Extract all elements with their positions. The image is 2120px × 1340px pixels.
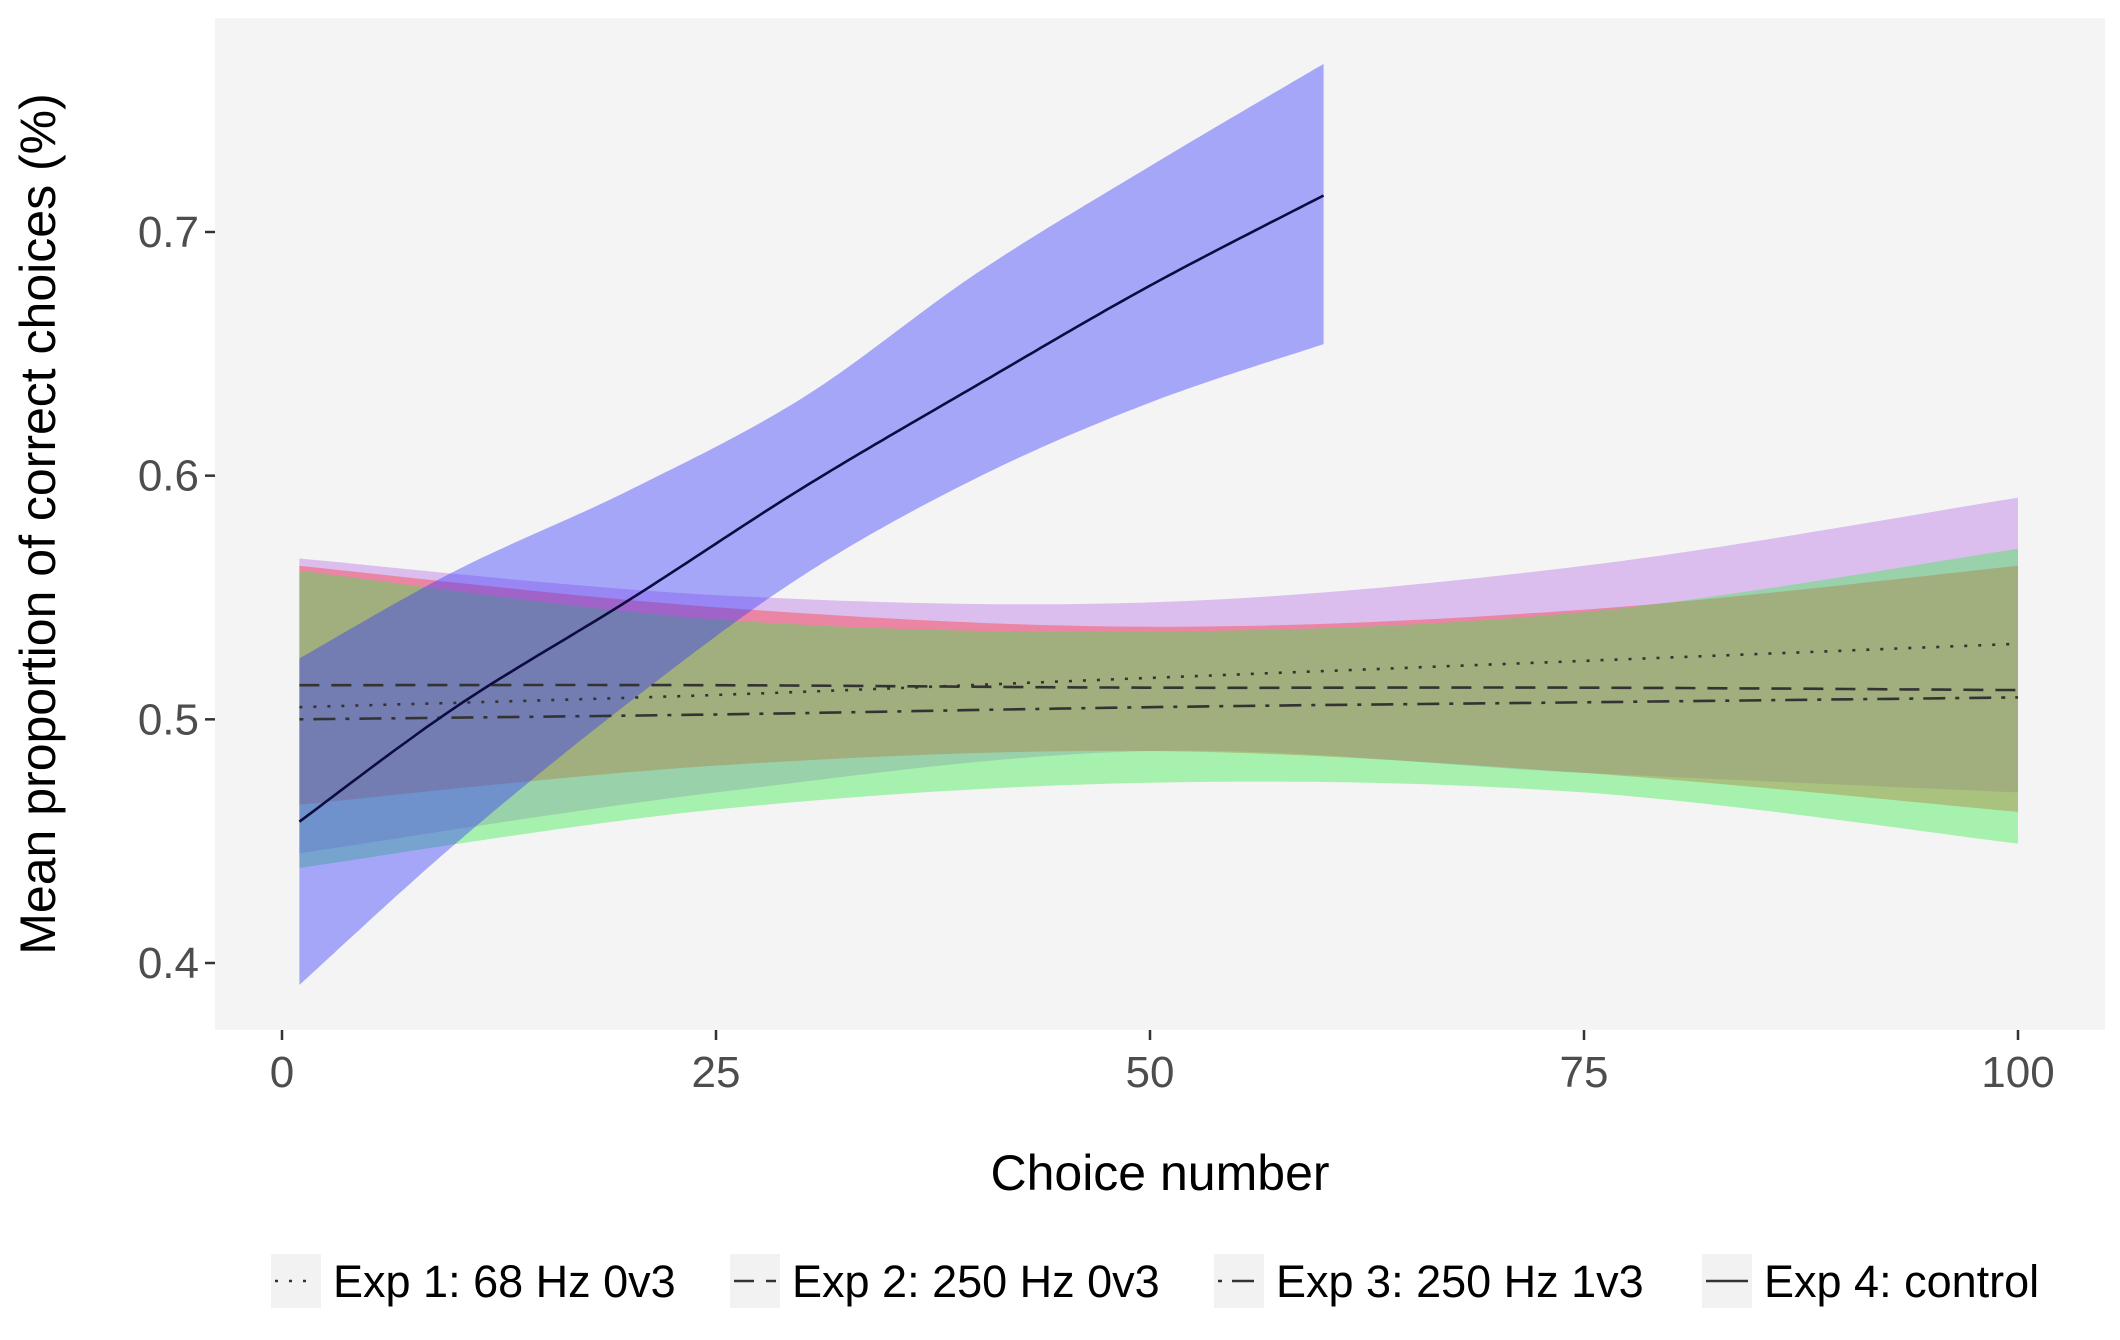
x-axis: 0 25 50 75 100 (270, 1030, 2055, 1097)
y-tick-label: 0.7 (138, 208, 199, 257)
x-tick-label: 25 (692, 1048, 741, 1097)
legend: Exp 1: 68 Hz 0v3 Exp 2: 250 Hz 0v3 Exp 3: … (271, 1254, 2039, 1308)
legend-item-4: Exp 4: control (1702, 1254, 2039, 1308)
panel-background (215, 18, 2105, 1030)
y-axis-title: Mean proportion of correct choices (%) (10, 93, 66, 954)
x-tick-label: 50 (1126, 1048, 1175, 1097)
line-series-3 (299, 696, 2019, 721)
line-series-2 (299, 683, 2019, 692)
y-tick-label: 0.6 (138, 452, 199, 501)
legend-label: Exp 4: control (1764, 1256, 2039, 1307)
line-series-4 (298, 194, 1325, 823)
y-axis: 0.4 0.5 0.6 0.7 (138, 208, 215, 988)
legend-label: Exp 1: 68 Hz 0v3 (333, 1256, 676, 1307)
y-tick-label: 0.5 (138, 695, 199, 744)
series-lines (298, 194, 2019, 823)
x-tick-label: 75 (1560, 1048, 1609, 1097)
x-tick-label: 0 (270, 1048, 294, 1097)
band-series-2 (299, 565, 2018, 812)
x-axis-title: Choice number (990, 1145, 1329, 1201)
legend-item-1: Exp 1: 68 Hz 0v3 (271, 1254, 676, 1308)
band-series-4 (299, 63, 1324, 985)
legend-item-3: Exp 3: 250 Hz 1v3 (1214, 1254, 1644, 1308)
y-tick-label: 0.4 (138, 939, 199, 988)
band-series-1 (299, 497, 2018, 854)
legend-label: Exp 2: 250 Hz 0v3 (792, 1256, 1160, 1307)
legend-label: Exp 3: 250 Hz 1v3 (1276, 1256, 1644, 1307)
legend-key-background (271, 1254, 321, 1308)
x-tick-label: 100 (1981, 1048, 2054, 1097)
band-series-3 (299, 548, 2018, 868)
legend-item-2: Exp 2: 250 Hz 0v3 (730, 1254, 1160, 1308)
confidence-bands (299, 63, 2018, 985)
